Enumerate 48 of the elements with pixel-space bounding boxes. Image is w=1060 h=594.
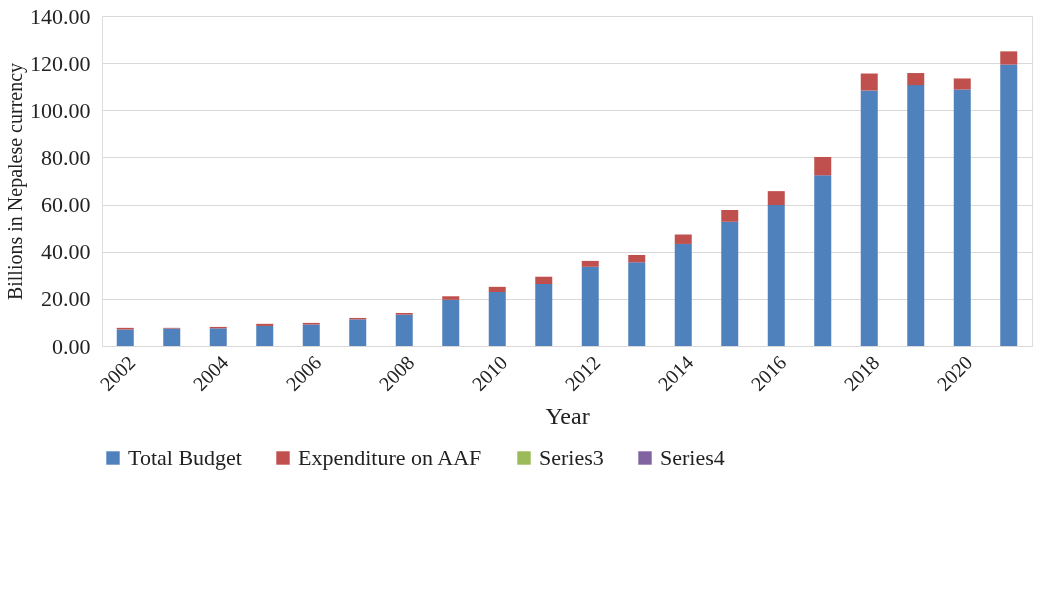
bar <box>767 191 785 206</box>
bar <box>628 262 646 346</box>
y-axis-title: Billions in Nepalese currency <box>4 62 27 301</box>
y-tick-label: 100.00 <box>30 97 91 123</box>
y-tick-label: 20.00 <box>41 286 91 312</box>
bar <box>535 284 553 346</box>
bar <box>581 260 599 267</box>
bar <box>395 314 413 346</box>
bar <box>256 325 274 346</box>
y-tick-label: 0.00 <box>52 333 91 359</box>
y-tick-label: 40.00 <box>41 239 91 265</box>
legend-label: Total Budget <box>128 445 242 470</box>
bar <box>721 221 739 346</box>
legend-label: Series4 <box>660 445 725 470</box>
bar <box>814 156 832 176</box>
bar <box>116 329 134 346</box>
bar <box>488 292 506 346</box>
bar <box>953 89 971 346</box>
legend-label: Series3 <box>539 445 604 470</box>
bar <box>1000 64 1018 346</box>
x-axis-title: Year <box>545 402 590 429</box>
bar <box>907 73 925 86</box>
bar <box>721 209 739 222</box>
bar <box>1000 51 1018 65</box>
y-tick-label: 80.00 <box>41 144 91 170</box>
bar <box>535 276 553 285</box>
bar <box>628 255 646 263</box>
y-tick-label: 120.00 <box>30 50 91 76</box>
bar <box>302 324 320 346</box>
bar <box>488 286 506 293</box>
bar <box>767 205 785 346</box>
legend-label: Expenditure on AAF <box>298 445 482 470</box>
bar <box>860 73 878 91</box>
bar <box>674 234 692 244</box>
bar <box>442 299 460 346</box>
bar <box>163 328 181 346</box>
y-tick-label: 60.00 <box>41 192 91 218</box>
bar <box>256 323 274 326</box>
bar <box>814 175 832 346</box>
bar <box>674 243 692 346</box>
bar <box>442 296 460 300</box>
bar <box>581 266 599 346</box>
bar <box>209 328 227 346</box>
bar <box>860 90 878 346</box>
bar <box>349 319 367 346</box>
y-tick-label: 140.00 <box>30 3 91 29</box>
bar <box>907 85 925 346</box>
bar <box>953 78 971 90</box>
